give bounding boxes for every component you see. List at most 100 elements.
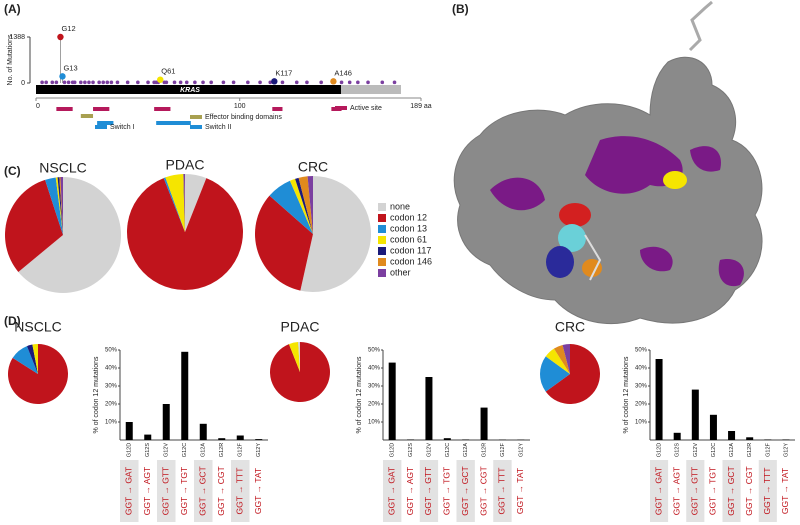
legend-swatch [378,225,386,233]
codon-change: GGT → TGT [708,467,718,515]
minor-point [44,80,48,85]
minor-point [172,80,177,85]
minor-point [79,80,83,85]
lollipop-head [57,33,64,41]
codon-change: GGT → GAT [386,467,396,515]
minor-point [146,80,150,85]
pie-slice [545,348,570,374]
bar [782,439,790,440]
pie-slice [32,344,38,374]
minor-point [178,80,183,85]
minor-point [319,80,323,85]
pie-slice [307,175,313,234]
minor-point [380,80,385,85]
minor-point [83,80,87,85]
x-tick-label: G12V [693,443,699,457]
pie-slice [18,177,121,293]
minor-point [72,80,77,85]
ligand [584,234,602,281]
bar [218,438,226,440]
pie-title: PDAC [166,157,205,173]
patch [559,203,591,227]
x-tick-label: G12R [747,443,753,457]
minor-point [105,80,110,85]
minor-point [280,80,285,85]
x-tick-label: G12A [201,443,207,457]
pie-slice [288,342,300,372]
legend-swatch [378,236,386,244]
x-tick-label: 189 aa [410,103,432,110]
x-tick-label: G12F [500,442,506,456]
patch [546,246,574,278]
minor-point [356,80,360,85]
codon-shade [456,460,475,522]
pie-slice [163,177,185,232]
lollipop-head [59,73,66,80]
lollipop-head [330,78,337,85]
mutation-label: K117 [275,68,292,77]
y-tick-label: 40% [105,366,118,372]
bar [655,359,663,440]
codon-change: GGT → AGT [405,467,415,516]
chart-title: NSCLC [14,319,61,335]
patch [585,136,683,194]
minor-point [209,80,213,85]
minor-point [392,80,397,85]
pie-title: NSCLC [39,160,86,176]
x-tick-label: G12A [729,443,735,457]
minor-point [193,80,197,85]
pie-slice [545,344,601,404]
y-tick-label: 20% [105,402,118,408]
bar [709,414,717,440]
bar [746,437,754,440]
minor-point [294,80,299,85]
y-tick-label: 20% [635,402,648,408]
legend-label: Effector binding domains [205,114,282,121]
minor-point [339,80,344,85]
pie-slice [562,344,570,374]
y-tick-label: 50% [368,348,381,354]
domain [272,107,283,111]
bar [388,362,396,440]
x-tick-label: G12Y [783,443,789,457]
pie-slice [270,342,331,402]
bar [673,432,681,440]
x-tick-label: G12V [426,443,432,457]
pie-slice [269,180,313,234]
bar [199,423,207,440]
pie-slice [553,344,570,374]
legend-swatch [335,106,347,110]
y-axis-label: % of codon 12 mutations [93,356,100,434]
patch [640,246,673,272]
pie-slice [5,179,63,272]
x-tick-label: G12F [765,442,771,456]
codon-change: GGT → TGT [442,467,452,515]
minor-point [231,80,236,85]
minor-point [97,80,101,85]
bar [181,351,189,440]
y-tick-label: 30% [105,384,118,390]
y-tick-label: 0 [21,80,25,87]
pie-slice [60,177,63,235]
bar [691,389,699,440]
legend-swatch [95,125,107,129]
domain [80,114,94,118]
pie-slice [185,174,207,232]
y-tick-label: 40% [368,366,381,372]
lollipop-head [271,78,278,85]
codon-change: GGT → AGT [671,467,681,516]
legend-swatch [190,115,202,119]
bar [462,439,470,440]
pie-slice [298,176,313,234]
codon-change: GGT → TTT [762,468,772,515]
codon-change: GGT → TTT [235,468,245,515]
legend-label: codon 61 [390,234,427,244]
minor-point [115,80,120,85]
x-tick-label: G12Y [518,443,524,457]
codon-shade [383,460,402,522]
minor-point [62,80,67,85]
legend-label: none [390,201,410,211]
legend-label: Switch II [205,124,232,131]
panel-label: (D) [4,314,21,328]
